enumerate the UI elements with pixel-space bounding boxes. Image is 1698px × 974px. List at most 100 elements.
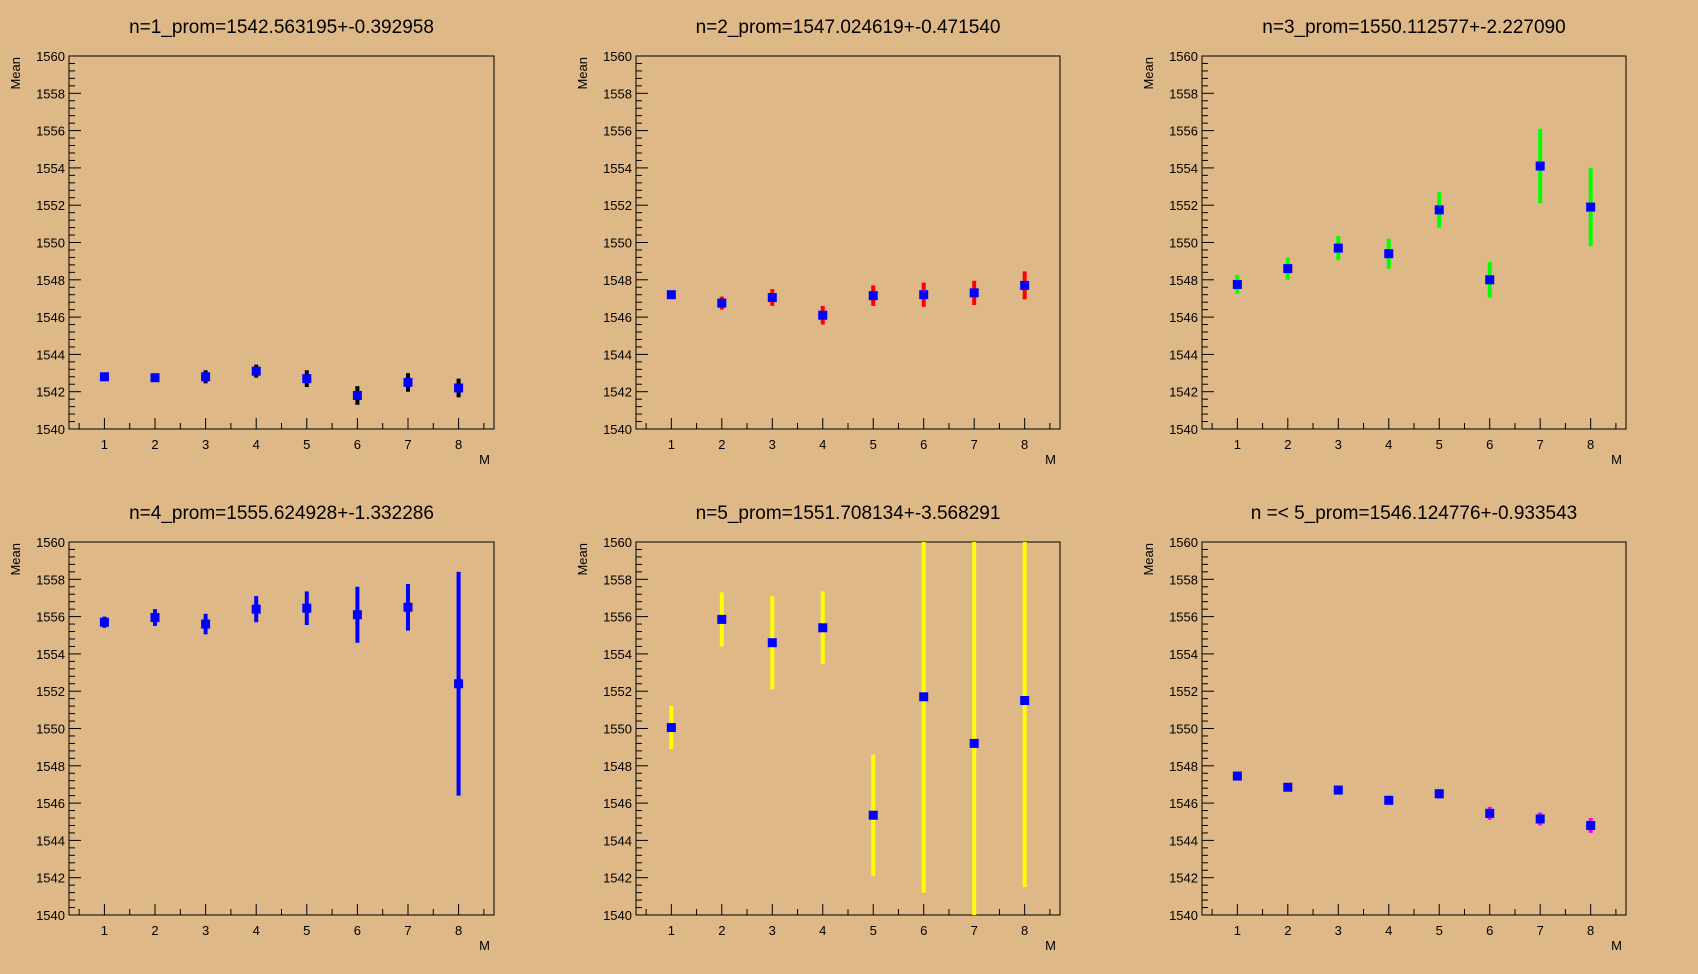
- x-axis-title: M: [479, 938, 490, 953]
- chart-title: n=5_prom=1551.708134+-3.568291: [696, 503, 1001, 524]
- y-tick-label: 1558: [603, 86, 632, 101]
- data-point: [1384, 795, 1394, 805]
- data-point: [1535, 161, 1545, 171]
- data-point: [717, 298, 727, 308]
- data-point: [1283, 782, 1293, 792]
- data-point: [1535, 814, 1545, 824]
- y-tick-label: 1546: [603, 796, 632, 811]
- plot-frame: [635, 55, 1061, 430]
- y-tick-label: 1550: [603, 722, 632, 737]
- data-point: [302, 374, 312, 384]
- data-point: [454, 383, 464, 393]
- y-tick-label: 1556: [603, 124, 632, 139]
- x-tick-label: 2: [151, 923, 158, 938]
- x-tick-label: 7: [404, 923, 411, 938]
- y-tick-label: 1540: [36, 908, 65, 923]
- data-layer: [99, 571, 464, 796]
- y-tick-label: 1544: [1169, 347, 1198, 362]
- data-layer: [1232, 128, 1596, 298]
- x-tick-label: 3: [769, 437, 776, 452]
- y-axis-title: Mean: [1141, 543, 1156, 576]
- data-layer: [99, 364, 464, 405]
- data-point: [302, 603, 312, 613]
- data-point: [99, 617, 109, 627]
- y-tick-label: 1544: [36, 347, 65, 362]
- y-tick-label: 1546: [1169, 310, 1198, 325]
- data-layer: [1232, 771, 1596, 833]
- data-point: [969, 738, 979, 748]
- data-point: [1586, 820, 1596, 830]
- y-tick-label: 1540: [1169, 422, 1198, 437]
- data-point: [251, 366, 261, 376]
- data-point: [666, 290, 676, 300]
- data-point: [1586, 202, 1596, 212]
- y-tick-label: 1550: [1169, 722, 1198, 737]
- data-point: [1485, 808, 1495, 818]
- data-point: [868, 291, 878, 301]
- y-tick-label: 1540: [603, 908, 632, 923]
- chart-panel-2: n=2_prom=1547.024619+-0.4715401540154215…: [575, 17, 1061, 467]
- x-tick-label: 3: [202, 923, 209, 938]
- y-tick-label: 1546: [1169, 796, 1198, 811]
- x-tick-label: 7: [971, 923, 978, 938]
- y-tick-label: 1554: [603, 647, 632, 662]
- x-tick-label: 1: [668, 923, 675, 938]
- y-tick-label: 1548: [36, 273, 65, 288]
- x-tick-label: 4: [1385, 437, 1392, 452]
- x-tick-label: 1: [668, 437, 675, 452]
- y-tick-label: 1540: [1169, 908, 1198, 923]
- x-tick-label: 6: [920, 437, 927, 452]
- data-point: [99, 372, 109, 382]
- data-point: [1232, 279, 1242, 289]
- data-point: [150, 373, 160, 383]
- x-tick-label: 1: [101, 437, 108, 452]
- y-tick-label: 1544: [603, 833, 632, 848]
- y-tick-label: 1560: [1169, 535, 1198, 550]
- y-tick-label: 1548: [1169, 759, 1198, 774]
- x-tick-label: 1: [1234, 437, 1241, 452]
- y-tick-label: 1542: [603, 871, 632, 886]
- plot-frame: [1201, 55, 1627, 430]
- y-tick-label: 1556: [36, 610, 65, 625]
- x-tick-label: 4: [1385, 923, 1392, 938]
- y-tick-label: 1544: [603, 347, 632, 362]
- x-tick-label: 4: [819, 437, 826, 452]
- y-tick-label: 1544: [36, 833, 65, 848]
- y-tick-label: 1552: [36, 684, 65, 699]
- y-axis-title: Mean: [575, 543, 590, 576]
- x-tick-label: 3: [769, 923, 776, 938]
- chart-title: n =< 5_prom=1546.124776+-0.933543: [1251, 503, 1577, 524]
- chart-panel-3: n=3_prom=1550.112577+-2.227090 1540 1 5 4 2 15…: [1141, 17, 1627, 467]
- y-tick-label: 1560: [36, 535, 65, 550]
- data-point: [1020, 280, 1030, 290]
- y-tick-label: 1556: [36, 124, 65, 139]
- plot-frame: [1201, 541, 1627, 916]
- x-tick-label: 6: [354, 437, 361, 452]
- x-tick-label: 4: [819, 923, 826, 938]
- y-tick-label: 1554: [603, 161, 632, 176]
- data-point: [1232, 771, 1242, 781]
- x-tick-label: 2: [1284, 437, 1291, 452]
- x-tick-label: 6: [354, 923, 361, 938]
- x-tick-label: 8: [1587, 923, 1594, 938]
- y-tick-label: 1556: [1169, 610, 1198, 625]
- y-tick-label: 1554: [1169, 161, 1198, 176]
- x-tick-label: 8: [455, 923, 462, 938]
- data-point: [1434, 789, 1444, 799]
- x-tick-label: 3: [202, 437, 209, 452]
- y-tick-label: 1554: [36, 647, 65, 662]
- y-tick-label: 1558: [1169, 572, 1198, 587]
- data-point: [767, 638, 777, 648]
- data-point: [251, 604, 261, 614]
- chart-title: n=3_prom=1550.112577+-2.227090: [1262, 17, 1565, 38]
- y-tick-label: 1540: [36, 422, 65, 437]
- x-tick-label: 6: [1486, 437, 1493, 452]
- x-tick-label: 5: [1436, 437, 1443, 452]
- data-point: [1020, 696, 1030, 706]
- x-axis-title: M: [479, 452, 490, 467]
- data-point: [403, 377, 413, 387]
- data-point: [352, 390, 362, 400]
- y-axis-title: Mean: [575, 57, 590, 90]
- x-tick-label: 6: [1486, 923, 1493, 938]
- x-tick-label: 5: [870, 923, 877, 938]
